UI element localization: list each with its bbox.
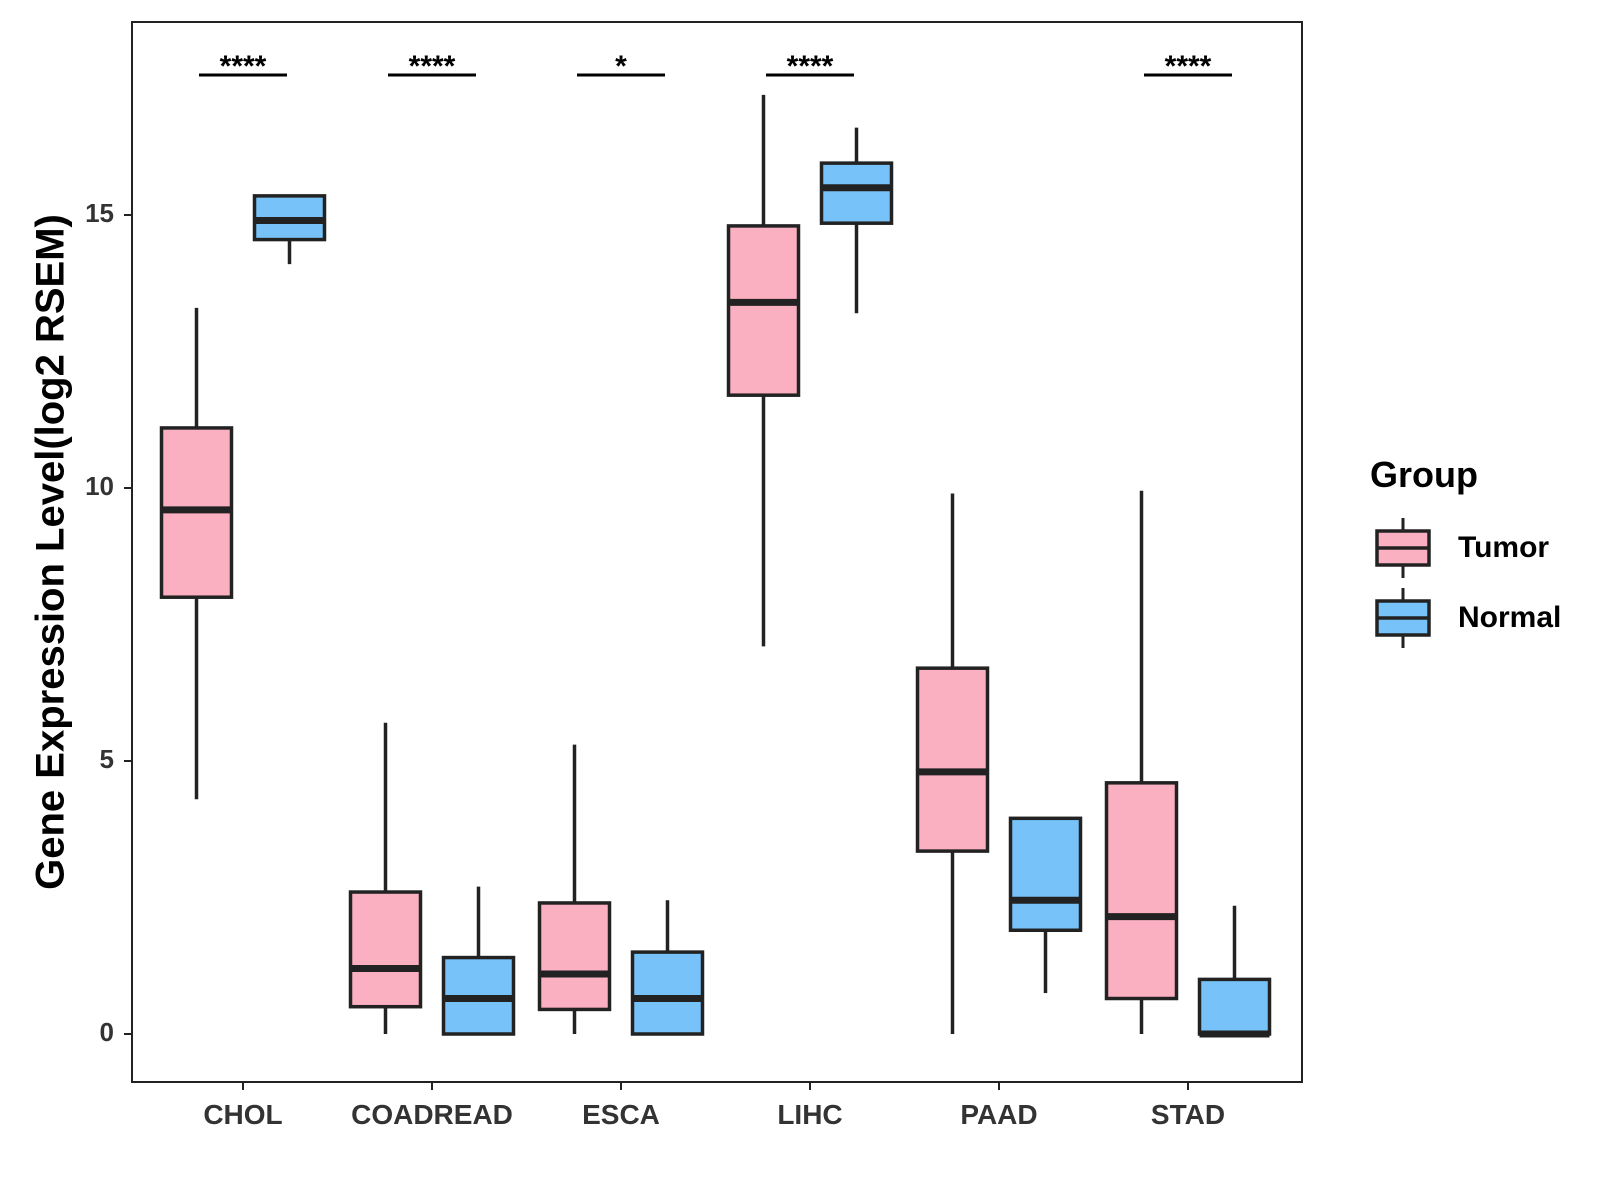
significance-label: **** [220, 50, 267, 83]
iqr-box [537, 901, 612, 1012]
box-normal-coadread [441, 886, 516, 1036]
legend-title: Group [1370, 454, 1478, 495]
box-tumor-paad [915, 493, 990, 1034]
iqr-box [915, 666, 990, 853]
y-tick-label: 10 [85, 471, 114, 501]
box-tumor-chol [159, 307, 234, 800]
significance-label: **** [787, 50, 834, 83]
legend: Group Tumor Normal [1370, 454, 1561, 648]
box-normal-paad [1008, 816, 1083, 994]
iqr-box [348, 890, 423, 1009]
x-tick-label: STAD [1151, 1099, 1225, 1130]
significance-label: **** [409, 50, 456, 83]
iqr-box [1104, 781, 1179, 1001]
iqr-box [1008, 816, 1083, 933]
significance-label: * [615, 50, 627, 83]
box-normal-esca [630, 900, 705, 1036]
x-tick-label: ESCA [582, 1099, 660, 1130]
box-normal-chol [252, 194, 327, 265]
iqr-box [630, 950, 705, 1036]
legend-item-normal: Normal [1375, 588, 1561, 648]
x-tick-label: CHOL [203, 1099, 282, 1130]
legend-item-tumor: Tumor [1375, 518, 1549, 578]
box-tumor-stad [1104, 490, 1179, 1034]
y-tick-label: 15 [85, 198, 114, 228]
box-tumor-coadread [348, 722, 423, 1034]
x-axis: CHOL COADREAD ESCA LIHC PAAD STAD [203, 1082, 1225, 1130]
box-tumor-lihc [726, 94, 801, 647]
significance-label: **** [1165, 50, 1212, 83]
iqr-box [726, 224, 801, 397]
iqr-box [819, 161, 894, 225]
x-tick-label: PAAD [960, 1099, 1037, 1130]
iqr-box [1197, 977, 1272, 1036]
box-normal-stad [1197, 905, 1272, 1038]
legend-label: Normal [1458, 601, 1561, 634]
y-tick-label: 0 [100, 1017, 114, 1047]
y-axis-title: Gene Expression Level(log2 RSEM) [29, 214, 73, 890]
y-axis: 0 5 10 15 [85, 198, 132, 1047]
x-tick-label: COADREAD [351, 1099, 513, 1130]
boxes [159, 94, 1272, 1038]
x-tick-label: LIHC [777, 1099, 842, 1130]
y-tick-label: 5 [100, 744, 114, 774]
box-tumor-esca [537, 744, 612, 1034]
legend-label: Tumor [1458, 531, 1549, 564]
significance-annotations: **** **** * **** **** [199, 50, 1232, 83]
box-normal-lihc [819, 127, 894, 314]
